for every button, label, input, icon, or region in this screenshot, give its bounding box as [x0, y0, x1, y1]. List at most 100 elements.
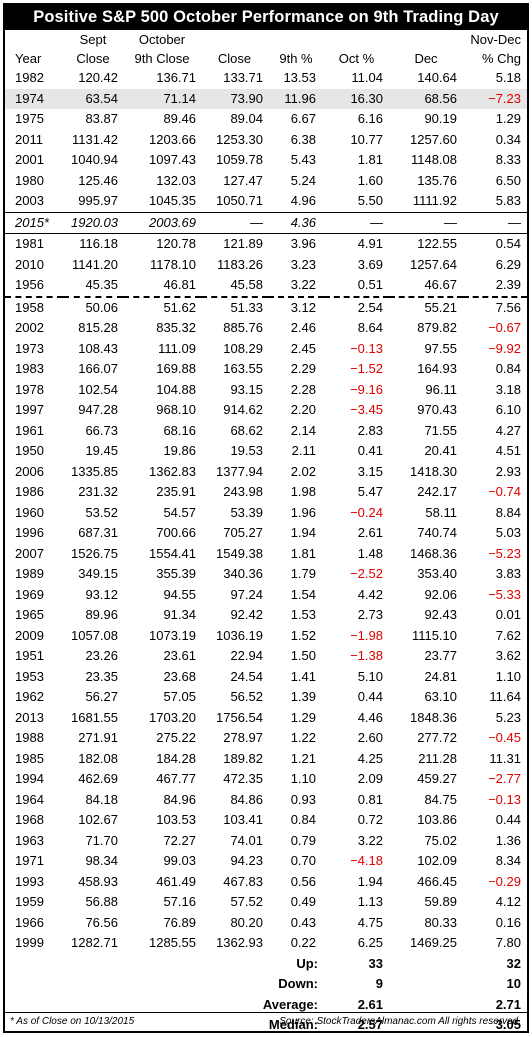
table-cell: 6.29 [495, 256, 521, 272]
summary-oct-value: 2.57 [357, 1017, 383, 1033]
summary-label: Median: [268, 1017, 318, 1033]
table-cell: 3.83 [495, 566, 521, 582]
table-cell: 4.25 [357, 750, 383, 766]
table-cell: 58.11 [425, 504, 457, 520]
table-cell: 459.27 [417, 771, 457, 787]
table-cell: 1.48 [357, 545, 383, 561]
table-cell: 94.55 [163, 586, 196, 602]
table-row: 1981 116.18 120.78 121.89 3.96 4.91 122.55 0.54 [5, 234, 527, 255]
table-cell: 2003 [15, 193, 44, 209]
table-cell: 6.38 [290, 131, 316, 147]
table-cell: 116.18 [79, 236, 118, 252]
table-cell: 7.56 [463, 295, 527, 318]
table-cell: 970.43 [417, 402, 457, 418]
table-cell: 68.62 [230, 422, 263, 438]
performance-table: Sept October Nov-Dec Year Close 9th Close Clos… [5, 30, 527, 1036]
table-cell: −0.13 [488, 791, 521, 807]
table-cell: 11.96 [268, 88, 324, 109]
table-cell: 835.32 [156, 320, 196, 336]
table-cell: −9.16 [350, 381, 383, 397]
table-row: 1973 108.43 111.09 108.29 2.45 −0.13 97.55 −9.9… [5, 339, 527, 360]
table-cell: 462.69 [78, 771, 118, 787]
summary-oct-value: 2.61 [357, 996, 383, 1012]
table-cell: 914.62 [223, 402, 263, 418]
table-cell: 1111.92 [412, 193, 457, 209]
table-cell: 815.28 [78, 320, 118, 336]
table-cell: 1.60 [357, 172, 383, 188]
table-row: 1963 71.70 72.27 74.01 0.79 3.22 75.02 1.36 [5, 831, 527, 852]
table-cell: 2.93 [495, 463, 521, 479]
table-cell: 122.55 [417, 236, 457, 252]
table-cell: 211.28 [418, 750, 457, 766]
source-credit: Source: StockTradersAlmanac.com All righ… [279, 1016, 521, 1027]
column-header: % Chg [481, 51, 521, 66]
table-cell: 705.27 [223, 525, 263, 541]
table-cell: 5.47 [357, 484, 383, 500]
table-cell: 467.83 [223, 873, 263, 889]
table-cell: 19.45 [85, 443, 118, 459]
table-cell: 1703.20 [149, 709, 196, 725]
table-cell: 2.61 [357, 525, 383, 541]
table-cell: 74.01 [230, 832, 263, 848]
table-cell: 84.75 [424, 791, 457, 807]
summary-spacer [389, 954, 463, 975]
table-cell: 2.60 [357, 730, 383, 746]
table-cell: 97.55 [424, 340, 457, 356]
table-cell: −2.52 [350, 566, 383, 582]
table-cell: 20.41 [424, 443, 457, 459]
table-cell: 947.28 [78, 402, 118, 418]
table-cell: 84.86 [230, 791, 263, 807]
table-cell: 121.89 [223, 236, 263, 252]
table-cell: 96.11 [425, 381, 457, 397]
table-cell: 0.79 [290, 832, 316, 848]
summary-oct-value: 9 [375, 976, 383, 992]
table-cell: 467.77 [156, 771, 196, 787]
table-cell: 7.80 [495, 935, 521, 951]
table-cell: 1920.03 [63, 211, 123, 234]
table-row: 1997 947.28 968.10 914.62 2.20 −3.45 970.43 6.1… [5, 400, 527, 421]
table-cell: 75.02 [424, 832, 457, 848]
table-row: 1964 84.18 84.96 84.86 0.93 0.81 84.75 −0.13 [5, 790, 527, 811]
table-cell: 4.91 [357, 236, 383, 252]
table-cell: 83.87 [85, 111, 118, 127]
table-cell: 1965 [15, 607, 44, 623]
table-cell: 235.91 [156, 484, 196, 500]
table-row: 1958 50.06 51.62 51.33 3.12 2.54 55.21 7.56 [5, 295, 527, 318]
table-cell: 0.81 [357, 791, 383, 807]
table-cell: 120.78 [156, 236, 196, 252]
table-cell: 1057.08 [71, 627, 118, 643]
table-cell: 133.71 [223, 70, 263, 86]
table-row: 1961 66.73 68.16 68.62 2.14 2.83 71.55 4.27 [5, 421, 527, 442]
table-cell: −1.38 [350, 648, 383, 664]
table-row: 1962 56.27 57.05 56.52 1.39 0.44 63.10 11.64 [5, 687, 527, 708]
table-cell: 1377.94 [216, 463, 263, 479]
table-cell: 4.46 [357, 709, 383, 725]
table-cell: 103.53 [156, 812, 196, 828]
table-cell: 66.73 [85, 422, 118, 438]
table-cell: 1986 [15, 484, 44, 500]
table-cell: 1756.54 [216, 709, 263, 725]
table-row: 1985 182.08 184.28 189.82 1.21 4.25 211.28 11.3… [5, 749, 527, 770]
table-cell: 1045.35 [149, 193, 196, 209]
table-cell: 740.74 [417, 525, 457, 541]
table-cell: 6.16 [357, 111, 383, 127]
footnote: * As of Close on 10/13/2015 [10, 1016, 135, 1027]
table-cell: 56.88 [85, 894, 118, 910]
table-cell: 1983 [15, 361, 44, 377]
table-cell: 1285.55 [149, 935, 196, 951]
table-cell: 111.09 [158, 340, 196, 356]
table-cell: 0.51 [357, 277, 383, 293]
table-cell: 184.28 [156, 750, 196, 766]
table-cell: 461.49 [156, 873, 196, 889]
table-cell: 1.54 [290, 586, 316, 602]
table-cell: 2007 [15, 545, 44, 561]
table-cell: 0.41 [357, 443, 383, 459]
table-cell: 103.86 [417, 812, 457, 828]
table-cell: −0.45 [488, 730, 521, 746]
table-cell: 163.55 [223, 361, 263, 377]
table-cell: 11.64 [489, 689, 521, 705]
column-header: 9th Close [134, 51, 190, 66]
table-cell: 5.03 [495, 525, 521, 541]
current-year-row: 2015* 1920.03 2003.69—4.36— — — [5, 211, 527, 234]
table-cell: 45.58 [230, 277, 263, 293]
